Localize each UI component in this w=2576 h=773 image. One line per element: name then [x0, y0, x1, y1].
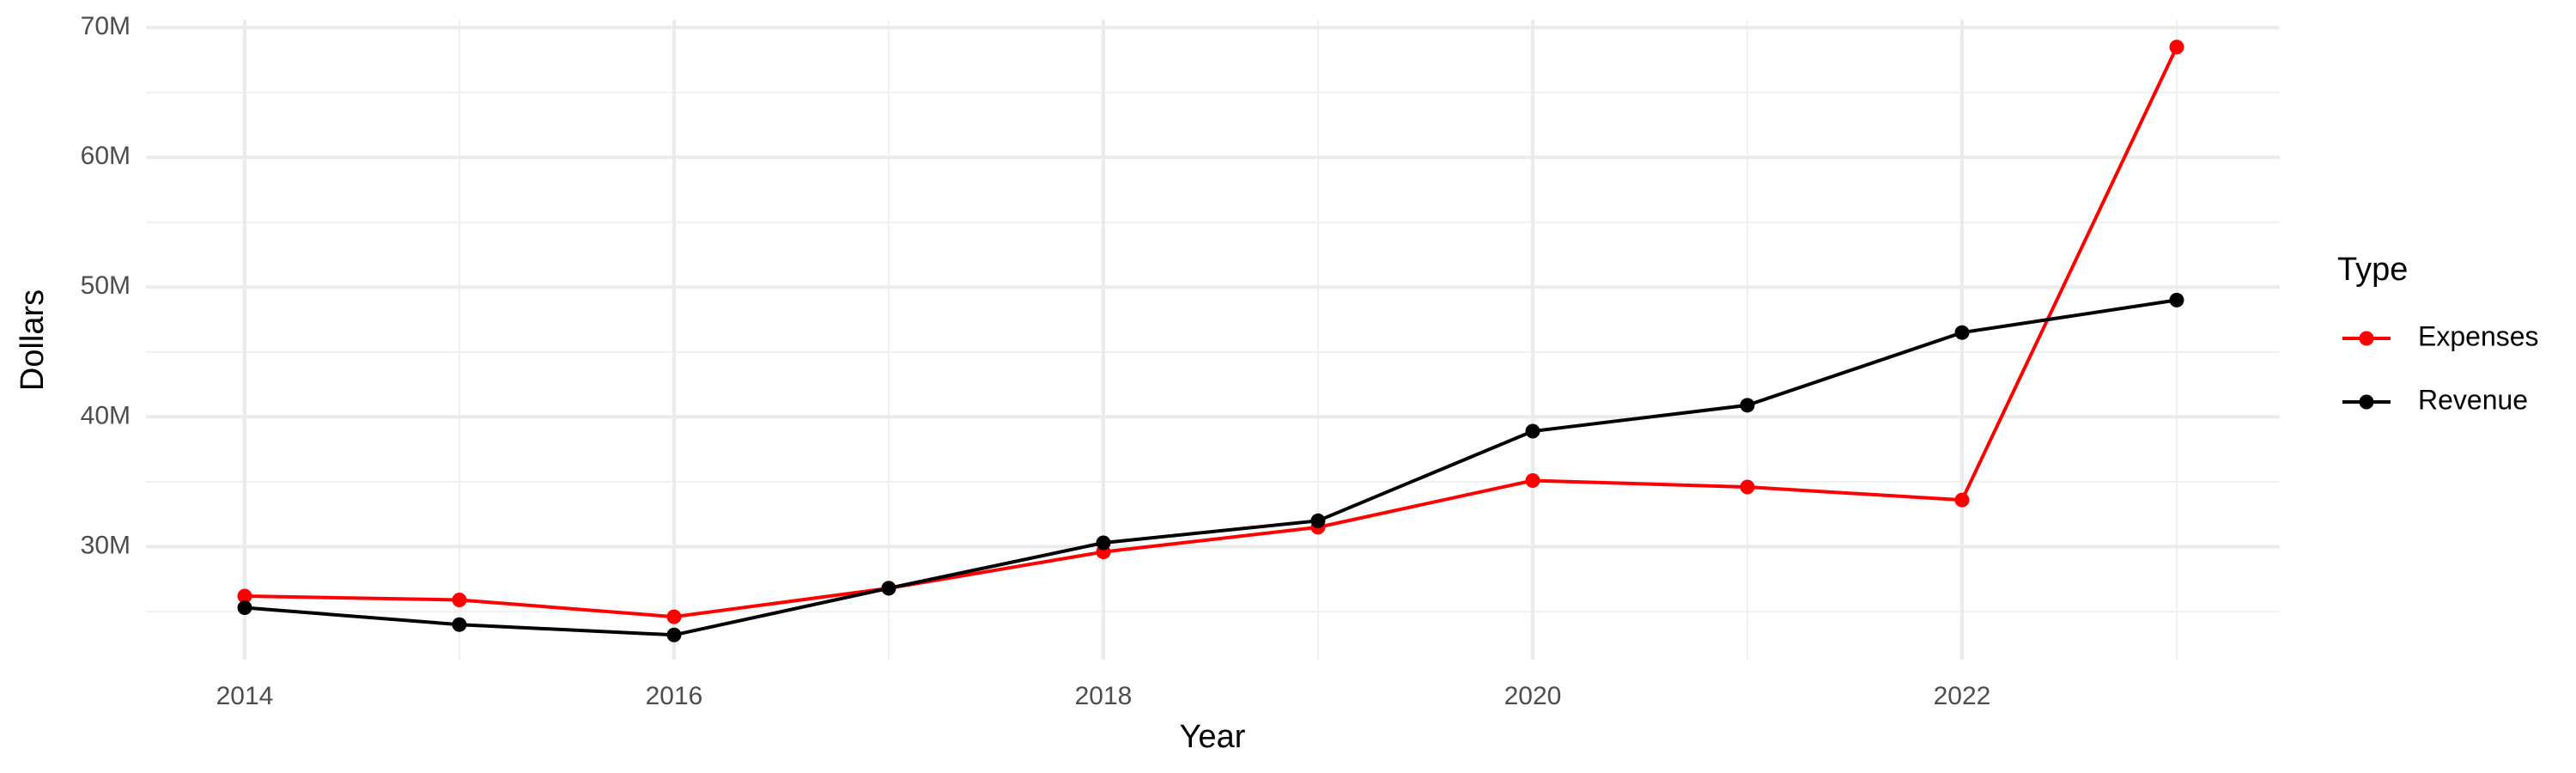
y-tick-label: 60M [81, 142, 131, 170]
data-point [452, 592, 467, 607]
data-point [2169, 40, 2184, 55]
y-axis-label: Dollars [15, 289, 51, 391]
data-point [237, 600, 252, 616]
x-tick-label: 2022 [1934, 682, 1991, 710]
y-tick-label: 40M [81, 401, 131, 429]
data-point [1740, 398, 1755, 413]
data-point [1740, 479, 1755, 495]
x-tick-label: 2016 [646, 682, 703, 710]
data-point [1096, 535, 1111, 551]
data-point [1954, 325, 1970, 340]
y-tick-label: 70M [81, 12, 131, 40]
legend-label: Revenue [2418, 384, 2528, 415]
data-point [1954, 492, 1970, 508]
y-tick-label: 30M [81, 531, 131, 559]
y-tick-label: 50M [81, 271, 131, 300]
legend-title: Type [2337, 252, 2408, 288]
legend-marker [2359, 331, 2374, 346]
legend-label: Expenses [2418, 320, 2539, 351]
series-line [244, 46, 2178, 619]
data-point [452, 617, 467, 632]
data-point [237, 588, 252, 604]
data-point [881, 581, 896, 596]
legend-marker [2359, 394, 2374, 410]
data-point [1310, 513, 1326, 528]
data-point [1525, 423, 1540, 439]
data-point [1525, 472, 1540, 488]
x-axis-label: Year [1180, 719, 1246, 755]
data-point [666, 609, 682, 624]
x-tick-label: 2014 [216, 682, 274, 710]
series-line [244, 298, 2178, 637]
x-tick-label: 2020 [1504, 682, 1562, 710]
data-point [666, 627, 682, 642]
data-point [2169, 292, 2184, 307]
x-tick-label: 2018 [1075, 682, 1133, 710]
